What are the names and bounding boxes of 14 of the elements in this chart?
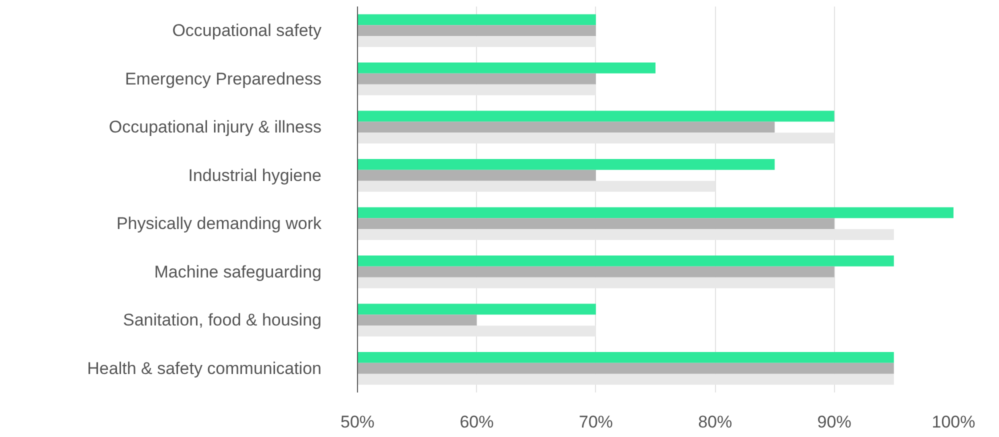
y-tick-label: Health & safety communication — [87, 358, 322, 378]
y-tick-label: Sanitation, food & housing — [123, 310, 322, 330]
y-tick-label: Occupational safety — [172, 21, 322, 40]
x-tick-label: 80% — [698, 412, 732, 432]
y-tick-label: Emergency Preparedness — [124, 69, 322, 88]
y-tick-label: Industrial hygiene — [188, 166, 322, 185]
x-tick-label: 70% — [578, 412, 613, 432]
y-tick-label: Occupational injury & illness — [108, 118, 322, 137]
x-tick-label: 100% — [932, 412, 976, 432]
x-tick-label: 90% — [817, 412, 852, 432]
y-tick-label: Machine safeguarding — [154, 262, 322, 282]
x-tick-label: 50% — [340, 412, 375, 432]
y-tick-label: Physically demanding work — [116, 214, 322, 234]
x-tick-label: 60% — [460, 412, 494, 432]
